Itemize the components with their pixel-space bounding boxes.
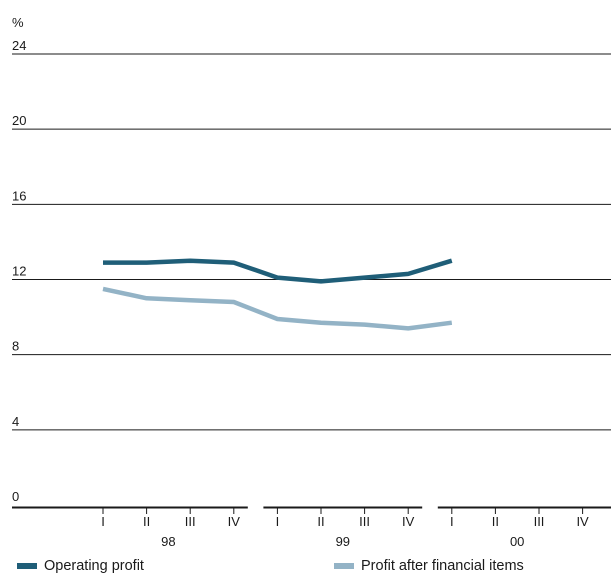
gridlines bbox=[12, 53, 611, 431]
y-tick-label: 4 bbox=[12, 414, 19, 429]
y-tick-label: 12 bbox=[12, 264, 26, 279]
x-tick-label: I bbox=[276, 514, 280, 529]
x-tick-label: IV bbox=[228, 514, 241, 529]
legend-item-operating-profit: Operating profit bbox=[17, 557, 144, 575]
x-tick-label: I bbox=[450, 514, 454, 529]
x-tick-label: II bbox=[143, 514, 150, 529]
data-series bbox=[102, 258, 453, 331]
y-tick-label: 24 bbox=[12, 38, 26, 53]
y-tick-label: 8 bbox=[12, 339, 19, 354]
series-line-operating-profit bbox=[103, 258, 453, 284]
x-tick-label: III bbox=[359, 514, 370, 529]
y-tick-label: 0 bbox=[12, 489, 19, 504]
x-tick-label: II bbox=[317, 514, 324, 529]
x-tick-label: IV bbox=[402, 514, 415, 529]
x-tick-label: III bbox=[185, 514, 196, 529]
x-year-label: 98 bbox=[161, 534, 175, 549]
x-year-label: 00 bbox=[510, 534, 524, 549]
legend-swatch-operating-profit bbox=[17, 563, 37, 569]
series-line-profit-after-financial-items bbox=[102, 286, 453, 331]
y-axis-unit-label: % bbox=[12, 15, 24, 30]
x-tick-label: I bbox=[101, 514, 105, 529]
legend-label-profit-after-financial-items: Profit after financial items bbox=[361, 558, 524, 574]
x-tick-label: II bbox=[492, 514, 499, 529]
y-tick-label: 20 bbox=[12, 113, 26, 128]
x-axis: 98 99 00I II III IV I II III IV I II III IV bbox=[12, 506, 611, 549]
x-year-label: 99 bbox=[336, 534, 350, 549]
y-axis-tick-labels: 0 4 8 12 16 20 24 bbox=[12, 38, 26, 504]
legend-swatch-profit-after-financial-items bbox=[334, 563, 354, 569]
x-tick-label: III bbox=[534, 514, 545, 529]
y-tick-label: 16 bbox=[12, 188, 26, 203]
x-tick-label: IV bbox=[576, 514, 589, 529]
legend-label-operating-profit: Operating profit bbox=[44, 558, 144, 574]
legend-item-profit-after-financial-items: Profit after financial items bbox=[334, 557, 524, 575]
